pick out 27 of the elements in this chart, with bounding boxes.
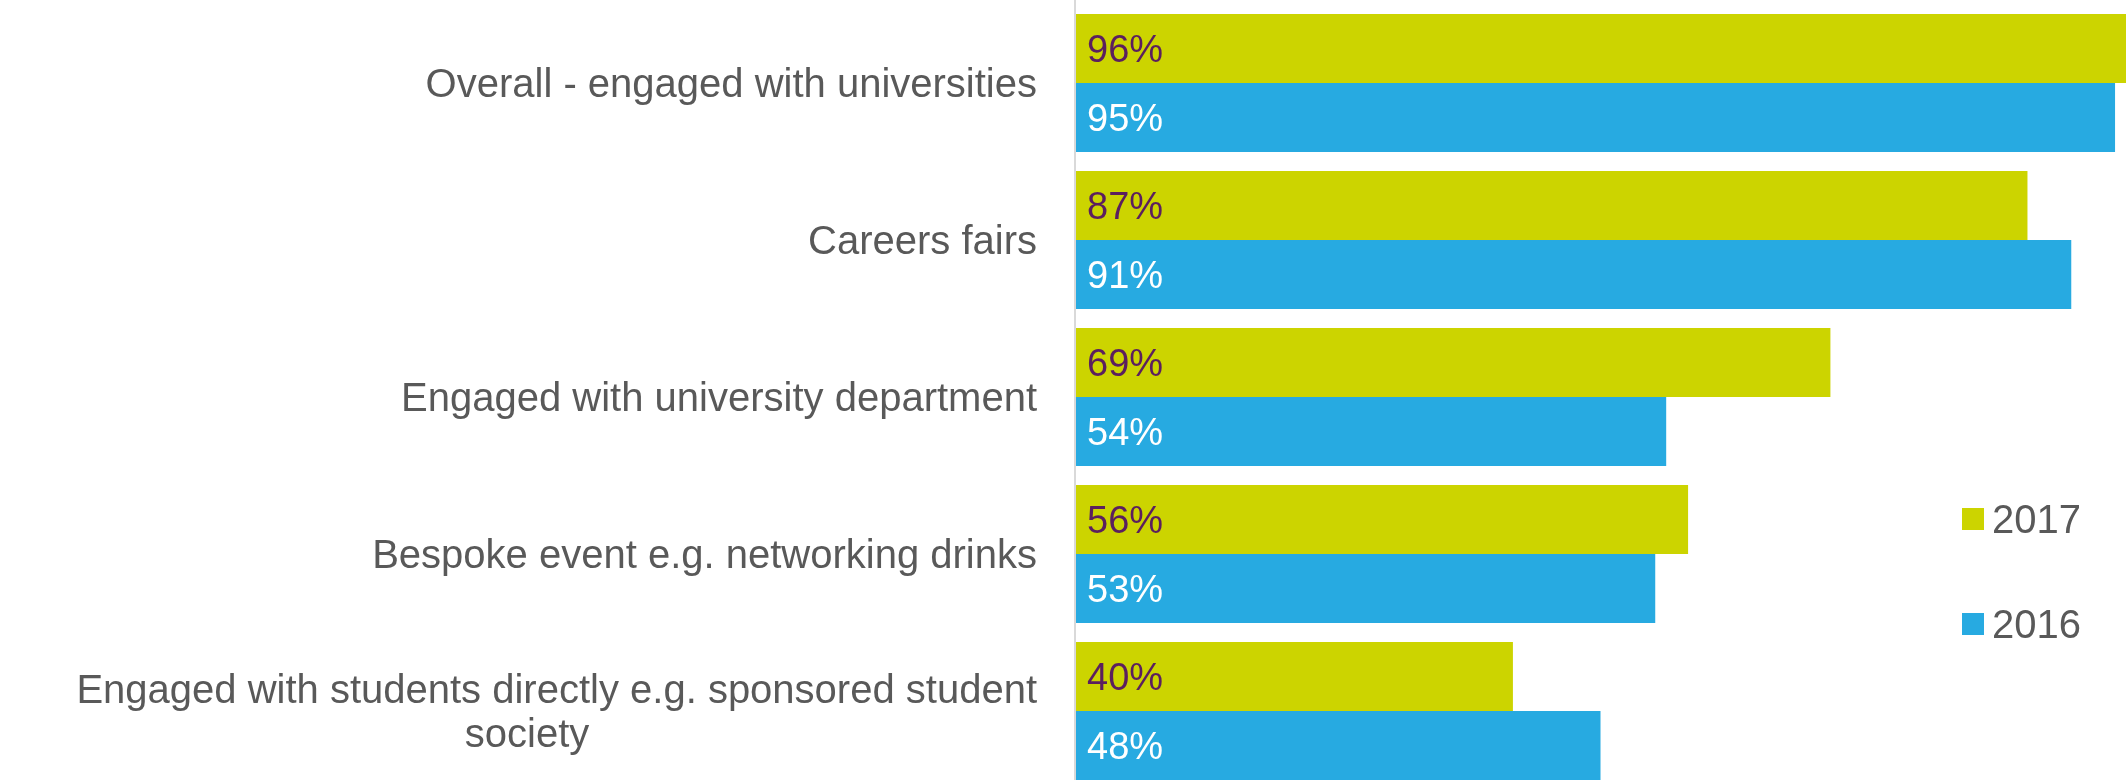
data-label: 56% <box>1087 498 1164 541</box>
data-label: 40% <box>1087 655 1164 698</box>
bar <box>1075 711 1601 780</box>
bar <box>1075 240 2072 309</box>
bar <box>1075 14 2126 83</box>
bar <box>1075 171 2028 240</box>
y-tick-label: Engaged with students directly e.g. sponsored student society <box>76 667 1037 755</box>
data-label: 87% <box>1087 184 1164 227</box>
bar <box>1075 485 1689 554</box>
y-tick-label: Careers fairs <box>808 218 1037 262</box>
bar <box>1075 397 1667 466</box>
legend-label: 2017 <box>1992 497 2081 541</box>
data-label: 53% <box>1087 567 1164 610</box>
data-label: 69% <box>1087 341 1164 384</box>
bar <box>1075 554 1656 623</box>
y-tick-label: Bespoke event e.g. networking drinks <box>372 532 1037 576</box>
data-label: 91% <box>1087 253 1164 296</box>
bar <box>1075 83 2116 152</box>
data-label: 54% <box>1087 410 1164 453</box>
data-label: 48% <box>1087 724 1164 767</box>
data-label: 95% <box>1087 96 1164 139</box>
y-tick-label: Engaged with university department <box>401 375 1037 419</box>
bar <box>1075 328 1831 397</box>
legend-label: 2016 <box>1992 602 2081 646</box>
data-label: 96% <box>1087 27 1164 70</box>
bar <box>1075 642 1513 711</box>
y-tick-label: Overall - engaged with universities <box>425 61 1037 105</box>
